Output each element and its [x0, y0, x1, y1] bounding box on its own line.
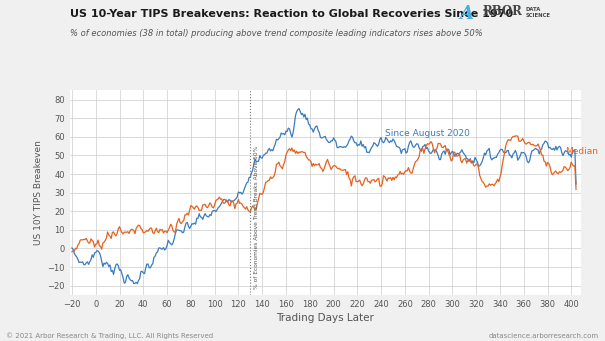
Text: © 2021 Arbor Research & Trading, LLC. All Rights Reserved: © 2021 Arbor Research & Trading, LLC. Al…: [6, 332, 213, 339]
Text: % of economies (38 in total) producing above trend composite leading indicators : % of economies (38 in total) producing a…: [70, 29, 482, 38]
Text: datascience.arborresearch.com: datascience.arborresearch.com: [489, 333, 599, 339]
Text: Median: Median: [565, 147, 598, 156]
Y-axis label: US 10Y TIPS Breakeven: US 10Y TIPS Breakeven: [34, 140, 43, 245]
Text: US 10-Year TIPS Breakevens: Reaction to Global Recoveries Since 1970: US 10-Year TIPS Breakevens: Reaction to …: [70, 9, 512, 18]
Text: RBOR: RBOR: [483, 5, 523, 18]
Text: DATA
SCIENCE: DATA SCIENCE: [525, 7, 550, 18]
Text: Since August 2020: Since August 2020: [385, 129, 469, 138]
Text: A: A: [460, 5, 474, 23]
X-axis label: Trading Days Later: Trading Days Later: [276, 313, 374, 323]
Text: % of Economies Above Trend Breaks Above 50%: % of Economies Above Trend Breaks Above …: [254, 146, 259, 290]
